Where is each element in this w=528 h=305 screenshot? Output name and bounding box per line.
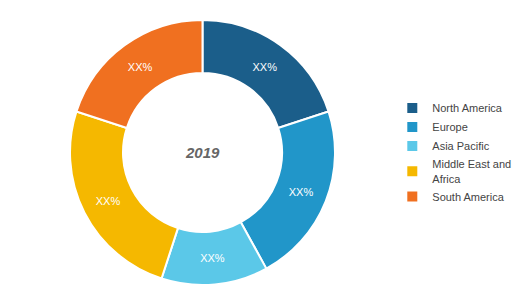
svg-text:2019: 2019 (185, 144, 220, 161)
svg-text:XX%: XX% (96, 195, 121, 207)
svg-text:XX%: XX% (128, 61, 153, 73)
svg-text:South America: South America (432, 191, 504, 203)
svg-text:Europe: Europe (432, 121, 467, 133)
svg-text:XX%: XX% (289, 186, 314, 198)
svg-text:XX%: XX% (200, 252, 225, 264)
svg-text:Middle East andAfrica: Middle East andAfrica (432, 158, 511, 184)
svg-text:North America: North America (432, 102, 503, 114)
svg-text:Asia Pacific: Asia Pacific (432, 140, 489, 152)
svg-text:XX%: XX% (252, 61, 277, 73)
